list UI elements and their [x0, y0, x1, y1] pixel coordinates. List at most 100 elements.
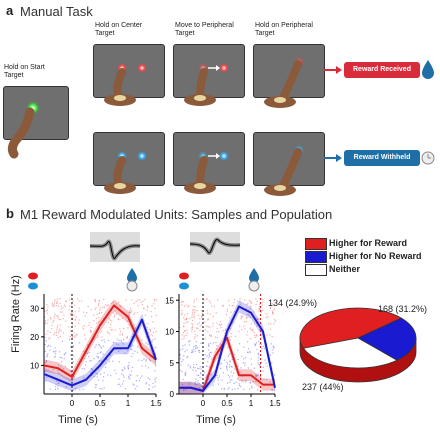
raster-tick: [69, 335, 71, 338]
raster-tick: [131, 310, 133, 312]
raster-tick: [152, 331, 155, 334]
raster-tick: [234, 388, 236, 390]
raster-tick: [98, 299, 100, 302]
raster-tick: [120, 331, 122, 333]
raster-tick: [99, 309, 101, 311]
raster-tick: [63, 368, 65, 370]
raster-tick: [68, 339, 71, 341]
raster-tick: [150, 329, 152, 331]
raster-tick: [195, 347, 197, 349]
raster-tick: [104, 341, 106, 343]
raster-tick: [193, 346, 195, 348]
raster-tick: [125, 388, 127, 390]
raster-tick: [191, 319, 194, 322]
raster-tick: [148, 328, 151, 331]
raster-tick: [128, 375, 130, 377]
raster-tick: [44, 310, 46, 312]
raster-tick: [193, 315, 195, 318]
raster-tick: [130, 344, 132, 346]
raster-tick: [179, 369, 181, 371]
raster-tick: [204, 329, 206, 331]
raster-tick: [248, 315, 250, 317]
raster-tick: [182, 332, 184, 334]
raster-tick: [98, 303, 100, 305]
raster-tick: [191, 328, 193, 331]
raster-tick: [106, 305, 108, 307]
raster-tick: [203, 371, 206, 373]
raster-tick: [255, 375, 257, 377]
raster-tick: [70, 345, 72, 347]
raster-tick: [137, 299, 139, 301]
raster-tick: [179, 353, 181, 355]
raster-tick: [154, 307, 156, 309]
raster-tick: [196, 384, 198, 386]
raster-tick: [181, 384, 184, 386]
waveform-2-mean: [189, 239, 241, 254]
raster-tick: [206, 374, 208, 376]
raster-tick: [226, 314, 228, 316]
raster-tick: [132, 383, 134, 385]
raster-tick: [129, 310, 131, 312]
raster-tick: [206, 355, 208, 357]
raster-tick: [273, 303, 275, 305]
raster-tick: [249, 352, 251, 354]
raster-tick: [90, 331, 92, 333]
raster-tick: [207, 378, 210, 380]
raster-tick: [129, 307, 132, 310]
raster-tick: [75, 316, 77, 318]
raster-tick: [265, 316, 267, 318]
raster-tick: [245, 379, 247, 381]
raster-tick: [64, 306, 66, 308]
raster-tick: [57, 305, 60, 307]
raster-tick: [262, 366, 265, 368]
raster-tick: [255, 374, 257, 376]
raster-tick: [194, 367, 196, 369]
raster-tick: [210, 305, 213, 307]
raster-tick: [151, 340, 153, 342]
raster-tick: [75, 334, 77, 336]
raster-tick: [229, 339, 231, 341]
raster-tick: [153, 303, 155, 305]
clock-icon-1: [126, 280, 138, 292]
raster-tick: [184, 319, 186, 321]
raster-tick: [247, 352, 249, 354]
raster-tick: [192, 366, 194, 368]
raster-tick: [257, 362, 259, 364]
raster-tick: [142, 300, 144, 302]
raster-tick: [50, 318, 52, 320]
raster-tick: [206, 382, 208, 384]
label-move: Move to Peripheral Target: [175, 22, 234, 37]
raster-tick: [51, 302, 53, 304]
raster-tick: [72, 346, 74, 348]
raster-tick: [97, 352, 99, 355]
raster-tick: [238, 384, 241, 386]
raster-tick: [94, 346, 96, 349]
raster-tick: [239, 301, 241, 303]
raster-tick: [262, 301, 264, 303]
raster-tick: [53, 320, 55, 322]
raster-tick: [207, 343, 210, 345]
raster-tick: [249, 337, 252, 340]
x-tick-label: 1: [249, 399, 254, 408]
raster-tick: [132, 333, 134, 336]
raster-tick: [200, 384, 202, 387]
raster-tick: [210, 351, 212, 354]
raster-tick: [200, 323, 203, 326]
raster-tick: [60, 366, 62, 368]
raster-tick: [256, 342, 258, 344]
raster-tick: [60, 330, 62, 332]
raster-tick: [182, 301, 184, 303]
label-center: Hold on Center Target: [95, 22, 143, 37]
raster-tick: [254, 367, 256, 369]
raster-tick: [109, 327, 111, 329]
raster-tick: [239, 303, 241, 305]
raster-tick: [85, 352, 88, 354]
raster-tick: [102, 306, 104, 308]
raster-tick: [227, 355, 230, 357]
raster-tick: [256, 349, 258, 351]
raster-tick: [133, 384, 135, 386]
raster-tick: [226, 361, 228, 364]
raster-tick: [197, 380, 199, 382]
raster-tick: [48, 344, 50, 347]
raster-tick: [199, 387, 201, 389]
